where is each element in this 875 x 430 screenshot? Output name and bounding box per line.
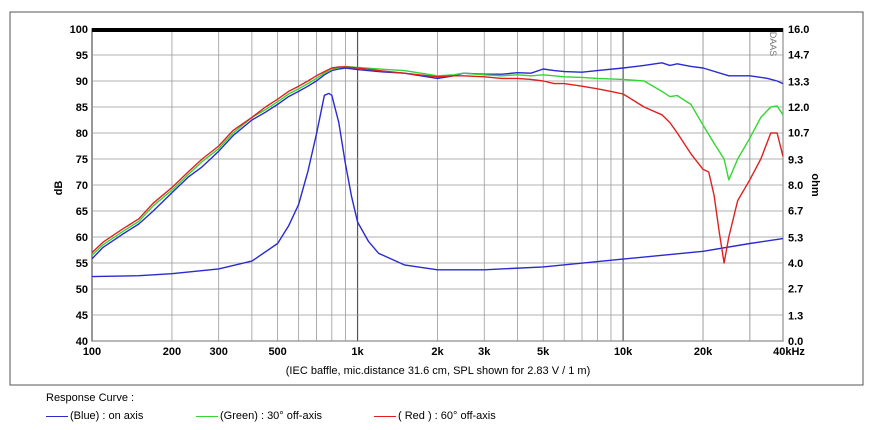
legend-item-green: (Green) : 30° off-axis — [196, 410, 322, 422]
y2-tick-label: 8.0 — [788, 180, 803, 192]
legend-item-blue: (Blue) : on axis — [46, 410, 143, 422]
y2-axis-label: ohm — [809, 173, 821, 196]
y-tick-label: 100 — [70, 24, 88, 36]
legend-swatch-blue — [46, 415, 68, 417]
x-tick-label: 200 — [163, 346, 181, 358]
caption: (IEC baffle, mic.distance 31.6 cm, SPL s… — [286, 365, 590, 377]
y-tick-label: 55 — [76, 258, 88, 270]
y2-tick-label: 14.7 — [788, 49, 809, 61]
x-tick-labels: 100 200 300 500 1k 2k 3k 5k 10k 20k 40kHz — [83, 346, 806, 358]
legend-title: Response Curve : — [46, 392, 135, 404]
series-line-3 — [91, 92, 784, 278]
y-tick-label: 70 — [76, 180, 88, 192]
series-line-0 — [91, 62, 784, 260]
y-tick-label: 80 — [76, 128, 88, 140]
y2-tick-label: 10.7 — [788, 127, 809, 139]
x-tick-label: 500 — [268, 346, 286, 358]
x-tick-label: 10k — [614, 346, 633, 358]
y-tick-label: 90 — [76, 76, 88, 88]
series-line-1 — [91, 65, 784, 256]
y2-tick-label: 0.0 — [788, 336, 803, 348]
y-tick-label: 95 — [76, 50, 88, 62]
y-tick-label: 65 — [76, 206, 88, 218]
legend-label-green: (Green) : 30° off-axis — [220, 410, 323, 422]
legend-item-red: ( Red ) : 60° off-axis — [374, 410, 496, 422]
legend-swatch-red — [374, 415, 396, 417]
y2-tick-label: 2.7 — [788, 283, 803, 295]
series-line-2 — [91, 66, 784, 264]
x-tick-label: 40kHz — [773, 346, 805, 358]
x-tick-label: 100 — [83, 346, 101, 358]
x-tick-label: 2k — [431, 346, 444, 358]
y-tick-label: 40 — [76, 336, 88, 348]
x-tick-label: 5k — [537, 346, 550, 358]
legend-swatch-green — [196, 415, 218, 417]
y2-tick-labels: 16.0 14.7 13.3 12.0 10.7 9.3 8.0 6.7 5.3 4.0 2.7 1.… — [788, 24, 809, 348]
y-tick-labels: 100 95 90 85 80 75 70 65 60 55 50 45 40 — [70, 24, 88, 348]
y2-tick-label: 16.0 — [788, 24, 809, 36]
watermark: DAAS — [768, 32, 778, 57]
y-tick-label: 85 — [76, 102, 88, 114]
x-tick-label: 3k — [478, 346, 491, 358]
y2-tick-label: 12.0 — [788, 102, 809, 114]
y2-tick-label: 13.3 — [788, 77, 809, 89]
y2-tick-label: 9.3 — [788, 155, 803, 167]
x-tick-label: 1k — [351, 346, 364, 358]
legend-label-red: ( Red ) : 60° off-axis — [398, 410, 496, 422]
series-lines — [91, 62, 784, 278]
y2-tick-label: 5.3 — [788, 233, 803, 245]
y2-tick-label: 4.0 — [788, 258, 803, 270]
y2-tick-label: 6.7 — [788, 205, 803, 217]
grid-lines — [91, 28, 784, 342]
y-tick-label: 60 — [76, 232, 88, 244]
y-tick-label: 75 — [76, 154, 88, 166]
x-tick-label: 20k — [694, 346, 713, 358]
x-tick-label: 300 — [210, 346, 228, 358]
y2-tick-label: 1.3 — [788, 311, 803, 323]
y-tick-label: 50 — [76, 284, 88, 296]
y-tick-label: 45 — [76, 310, 88, 322]
y-axis-label: dB — [53, 181, 65, 196]
legend-label-blue: (Blue) : on axis — [70, 410, 144, 422]
